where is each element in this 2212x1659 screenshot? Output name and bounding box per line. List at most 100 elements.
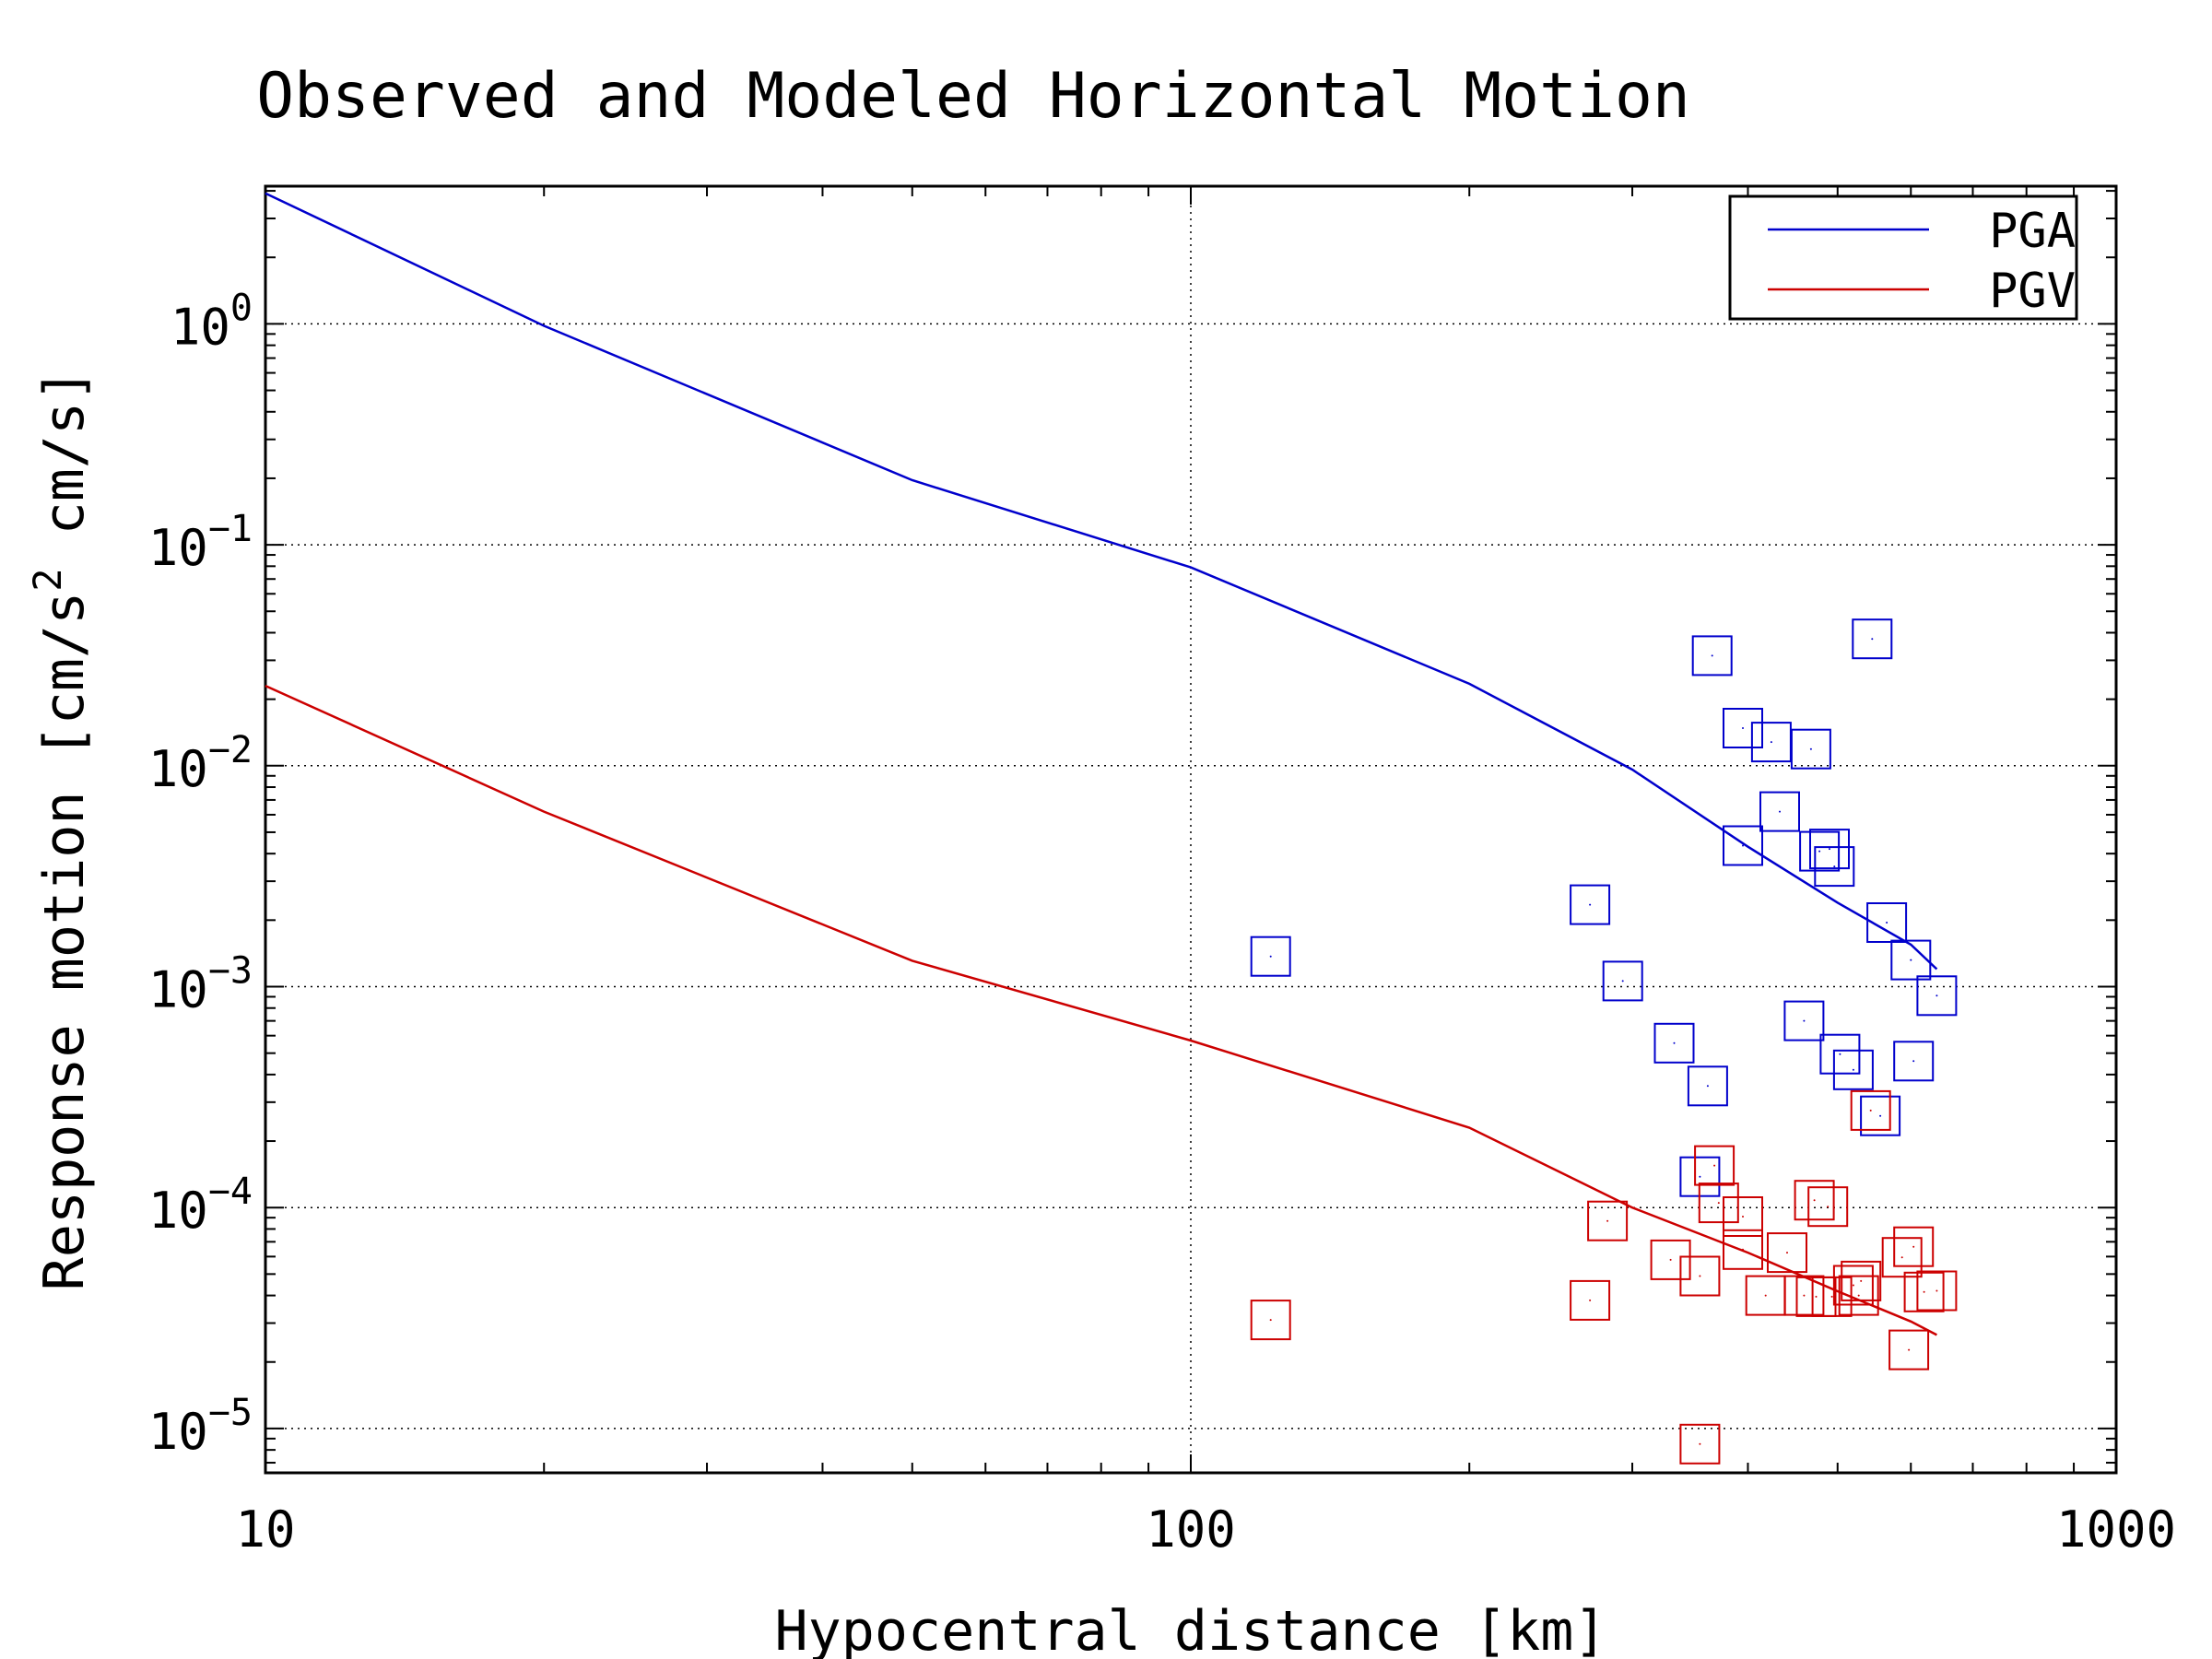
observed-markers	[1250, 618, 1958, 1465]
marker-pga-observed	[1653, 1022, 1695, 1064]
marker-pgv-observed	[1650, 1239, 1691, 1280]
marker-pga-observed	[1860, 1095, 1901, 1136]
marker-pga-observed	[1250, 935, 1291, 977]
marker-dot-pgv-observed	[1830, 1295, 1833, 1298]
marker-dot-pgv-observed	[1742, 1248, 1744, 1251]
line-pga	[265, 192, 1938, 971]
marker-pgv-observed	[1570, 1279, 1611, 1321]
marker-dot-pga-observed	[1879, 1114, 1882, 1117]
marker-pgv-observed	[1250, 1300, 1291, 1341]
marker-dot-pgv-observed	[1852, 1284, 1854, 1287]
marker-pga-observed	[1602, 960, 1643, 1002]
marker-dot-pgv-observed	[1269, 1319, 1272, 1322]
marker-pgv-observed	[1794, 1180, 1835, 1221]
marker-pga-observed	[1759, 791, 1800, 832]
marker-pga-observed	[1819, 1033, 1861, 1075]
marker-pga-observed	[1809, 829, 1850, 870]
marker-pgv-observed	[1832, 1265, 1874, 1306]
marker-pgv-observed	[1916, 1270, 1958, 1312]
marker-dot-pgv-observed	[1857, 1294, 1860, 1297]
marker-pgv-observed	[1893, 1226, 1935, 1267]
tick-labels: 10 100 1000 100 10−1 10−2 10−3 10−4 10−5	[148, 287, 2176, 1559]
marker-dot-pga-observed	[1833, 865, 1836, 868]
y-axis-label-superscript: 2	[25, 568, 70, 591]
marker-pga-observed	[1783, 1000, 1825, 1041]
marker-pgv-observed	[1881, 1237, 1923, 1278]
marker-dot-pgv-observed	[1908, 1348, 1911, 1351]
marker-dot-pgv-observed	[1589, 1299, 1592, 1301]
marker-dot-pga-observed	[1871, 638, 1874, 641]
marker-pgv-observed	[1783, 1275, 1825, 1316]
marker-dot-pgv-observed	[1699, 1442, 1701, 1445]
marker-pgv-observed	[1698, 1182, 1739, 1224]
marker-pga-observed	[1687, 1065, 1728, 1107]
marker-dot-pgv-observed	[1606, 1219, 1609, 1222]
marker-dot-pgv-observed	[1869, 1109, 1872, 1112]
marker-dot-pga-observed	[1673, 1041, 1676, 1044]
marker-dot-pgv-observed	[1813, 1199, 1816, 1202]
marker-pgv-observed	[1723, 1229, 1763, 1270]
marker-dot-pga-observed	[1779, 810, 1781, 813]
marker-dot-pga-observed	[1621, 980, 1624, 982]
marker-pga-observed	[1852, 618, 1893, 660]
marker-dot-pgv-observed	[1786, 1252, 1788, 1254]
legend-label-pgv: PGV	[1989, 264, 2076, 319]
axis-ticks	[265, 186, 2117, 1473]
marker-pga-observed	[1893, 1041, 1935, 1082]
marker-dot-pgv-observed	[1923, 1290, 1925, 1293]
y-tick-label: 10−3	[148, 949, 253, 1018]
marker-dot-pga-observed	[1803, 1019, 1806, 1022]
marker-pga-observed	[1866, 902, 1908, 943]
marker-pgv-observed	[1850, 1089, 1891, 1131]
marker-pgv-observed	[1694, 1145, 1735, 1186]
marker-pgv-observed	[1587, 1200, 1629, 1241]
marker-dot-pga-observed	[1711, 654, 1713, 657]
marker-dot-pga-observed	[1910, 959, 1912, 961]
y-tick-label: 10−4	[148, 1171, 253, 1240]
marker-dot-pga-observed	[1886, 922, 1888, 924]
marker-dot-pga-observed	[1699, 1175, 1701, 1178]
x-tick-label: 1000	[2056, 1500, 2176, 1559]
marker-pgv-observed	[1838, 1275, 1879, 1316]
marker-dot-pgv-observed	[1936, 1289, 1938, 1292]
marker-dot-pgv-observed	[1827, 1206, 1830, 1208]
marker-pga-observed	[1799, 830, 1841, 872]
y-tick-label: 10−2	[148, 729, 253, 798]
marker-dot-pga-observed	[1818, 850, 1821, 853]
marker-dot-pga-observed	[1770, 741, 1772, 744]
marker-pgv-observed	[1679, 1423, 1721, 1465]
legend: PGA PGV	[1728, 194, 2078, 321]
legend-label-pga: PGA	[1989, 204, 2076, 259]
marker-pgv-observed	[1679, 1255, 1721, 1297]
marker-pga-observed	[1790, 728, 1831, 770]
marker-dot-pga-observed	[1936, 994, 1938, 997]
marker-dot-pga-observed	[1742, 844, 1744, 847]
marker-dot-pgv-observed	[1717, 1202, 1720, 1205]
x-tick-label: 100	[1146, 1500, 1236, 1559]
y-tick-label: 10−5	[148, 1392, 253, 1461]
marker-dot-pga-observed	[1706, 1085, 1709, 1088]
marker-dot-pga-observed	[1912, 1060, 1915, 1063]
x-axis-label: Hypocentral distance [km]	[774, 1599, 1606, 1659]
marker-dot-pgv-observed	[1699, 1275, 1701, 1277]
chart-title: Observed and Modeled Horizontal Motion	[256, 60, 1690, 133]
marker-pga-observed	[1570, 884, 1611, 925]
x-tick-label: 10	[235, 1500, 295, 1559]
marker-dot-pga-observed	[1809, 747, 1812, 750]
marker-dot-pga-observed	[1829, 848, 1830, 851]
y-axis-label-unit: cm/s]	[32, 369, 97, 569]
marker-pgv-observed	[1807, 1186, 1849, 1228]
marker-pgv-observed	[1888, 1329, 1930, 1371]
marker-dot-pgv-observed	[1742, 1216, 1744, 1218]
marker-pga-observed	[1691, 635, 1733, 677]
marker-dot-pga-observed	[1269, 955, 1272, 958]
marker-dot-pgv-observed	[1815, 1295, 1818, 1298]
marker-pga-observed	[1890, 939, 1932, 981]
marker-dot-pga-observed	[1589, 903, 1592, 906]
marker-pgv-observed	[1841, 1260, 1882, 1301]
marker-dot-pga-observed	[1852, 1068, 1854, 1071]
line-pgv	[265, 684, 1937, 1336]
marker-pga-observed	[1832, 1049, 1874, 1090]
marker-dot-pgv-observed	[1764, 1294, 1767, 1297]
